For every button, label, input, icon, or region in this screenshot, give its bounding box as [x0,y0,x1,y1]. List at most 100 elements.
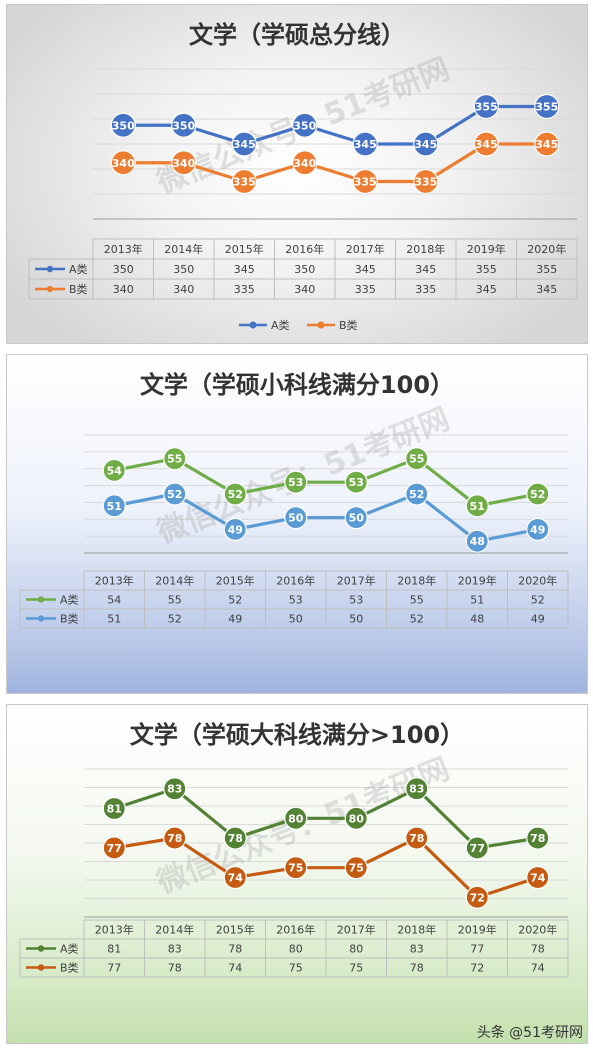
data-label: 78 [167,832,182,845]
data-table: 2013年 2014年 2015年 2016年 2017年 2018年 2019年 2020年… [28,238,578,300]
chart-panel-small: 文学（学硕小科线满分100） 微信公众号：51考研网 54 55 52 53 53 55 51 5… [6,354,588,694]
data-point: 345 [413,131,439,157]
table-cell: 52 [228,594,242,607]
data-label: 75 [349,862,364,875]
data-point: 55 [405,446,429,471]
table-cell: 335 [234,283,255,296]
table-series-name: B类 [69,282,88,296]
data-point: 54 [102,458,126,483]
data-label: 350 [293,119,316,132]
series-line-a [113,787,539,850]
data-label: 78 [409,832,424,845]
data-point: 335 [352,168,378,195]
data-label: 49 [228,523,243,536]
table-header-year: 2015年 [216,574,255,588]
data-label: 50 [349,512,365,525]
data-label: 340 [112,157,135,170]
data-label: 345 [475,138,498,151]
data-label: 340 [172,157,195,170]
chart-title: 文学（学硕总分线） [189,21,405,49]
table-series-name: B类 [60,961,79,975]
data-point: 350 [110,112,136,138]
data-point: 340 [171,150,197,176]
data-label: 80 [349,812,365,825]
data-label: 81 [107,802,122,815]
data-point: 52 [223,482,247,506]
table-cell: 345 [536,283,557,296]
data-point: 53 [344,470,368,494]
table-header-year: 2018年 [397,923,436,937]
data-point: 335 [231,168,257,195]
table-cell: 355 [476,263,497,276]
data-point: 83 [405,777,429,801]
table-cell: 51 [470,594,484,607]
table-cell: 52 [410,613,424,626]
data-point: 78 [526,826,550,850]
data-label: 48 [470,535,485,548]
data-label: 53 [288,476,303,489]
table-cell: 51 [107,613,121,626]
table-cell: 74 [531,962,545,975]
table-cell: 55 [168,594,182,607]
table-cell: 52 [531,594,545,607]
table-header-year: 2020年 [518,574,557,588]
data-point: 345 [231,131,257,157]
table-header-year: 2014年 [164,242,203,256]
table-cell: 350 [113,263,134,276]
table-cell: 345 [234,263,255,276]
chart-title: 文学（学硕大科线满分>100） [130,721,464,749]
data-label: 49 [530,523,545,536]
data-label: 345 [414,138,437,151]
chart-title: 文学（学硕小科线满分100） [140,371,454,399]
table-series-name: A类 [60,942,79,956]
table-series-name: A类 [69,262,88,276]
table-header-year: 2020年 [527,242,566,256]
data-table: 2013年 2014年 2015年 2016年 2017年 2018年 2019年 2020年… [19,570,569,629]
table-cell: 345 [415,263,436,276]
table-cell: 78 [168,962,182,975]
table-cell: 340 [173,283,194,296]
table-cell: 80 [289,943,303,956]
data-point: 81 [102,796,126,821]
data-label: 72 [470,891,485,904]
table-cell: 350 [173,263,194,276]
data-table: 2013年 2014年 2015年 2016年 2017年 2018年 2019年 2020年… [19,919,569,978]
table-header-year: 2014年 [155,923,194,937]
legend-entry: B类 [339,318,358,332]
data-label: 78 [228,832,243,845]
table-cell: 83 [410,943,424,956]
table-header-year: 2015年 [225,242,264,256]
data-point: 350 [292,112,318,138]
data-label: 51 [107,500,122,513]
table-cell: 49 [228,613,242,626]
data-label: 74 [530,872,546,885]
data-point: 345 [534,131,560,157]
legend-key [26,615,56,622]
table-cell: 78 [228,943,242,956]
table-header-year: 2018年 [397,574,436,588]
table-cell: 345 [476,283,497,296]
data-label: 53 [349,476,364,489]
table-cell: 335 [355,283,376,296]
table-series-name: B类 [60,612,79,626]
table-cell: 81 [107,943,121,956]
legend-key [26,596,56,603]
data-label: 355 [475,101,498,114]
table-cell: 55 [410,594,424,607]
data-point: 52 [405,482,429,506]
data-label: 74 [228,872,244,885]
table-cell: 340 [294,283,315,296]
data-point: 52 [526,482,550,506]
table-cell: 75 [289,962,303,975]
data-label: 350 [172,119,195,132]
table-cell: 48 [470,613,484,626]
data-point: 78 [223,826,247,850]
table-cell: 83 [168,943,182,956]
data-point: 51 [465,494,489,518]
legend-key [26,945,56,952]
data-point: 340 [110,150,136,176]
data-label: 83 [167,783,182,796]
data-label: 335 [414,176,437,189]
table-cell: 72 [470,962,484,975]
